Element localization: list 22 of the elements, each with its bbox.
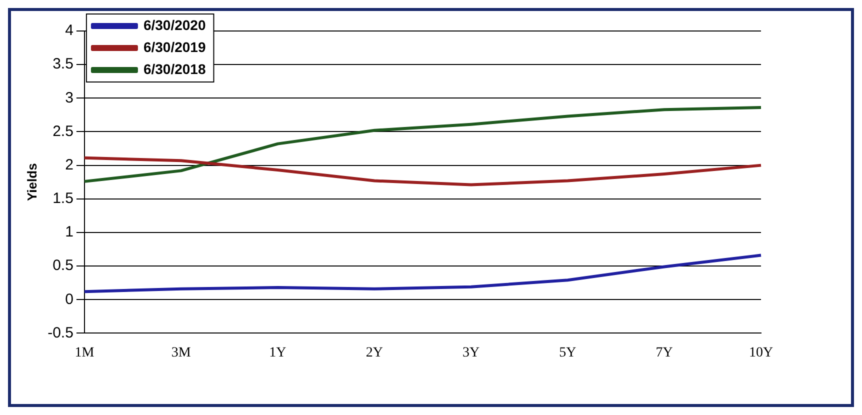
y-tick-label: 4 bbox=[65, 22, 74, 40]
x-tick-label: 2Y bbox=[366, 345, 383, 360]
y-tick-label: 2 bbox=[65, 156, 74, 174]
x-tick-label: 3M bbox=[171, 345, 192, 360]
y-tick-label: 1 bbox=[65, 224, 74, 241]
y-tick-label: 1.5 bbox=[52, 190, 74, 208]
x-tick-label: 5Y bbox=[559, 345, 576, 360]
y-tick-label: 0 bbox=[65, 290, 74, 308]
legend-label: 6/30/2019 bbox=[143, 38, 206, 55]
y-tick-label: 3.5 bbox=[52, 56, 74, 73]
x-tick-label: 3Y bbox=[462, 345, 480, 360]
y-tick-label: 3 bbox=[65, 89, 74, 106]
y-tick-label: -0.5 bbox=[48, 324, 74, 342]
x-tick-label: 7Y bbox=[656, 345, 673, 360]
y-axis-title: Yields bbox=[24, 163, 40, 202]
x-tick-label: 1M bbox=[74, 345, 95, 360]
y-tick-label: 0.5 bbox=[52, 257, 74, 274]
y-tick-label: 2.5 bbox=[52, 122, 74, 140]
x-tick-label: 1Y bbox=[269, 345, 286, 360]
x-tick-label: 10Y bbox=[748, 345, 774, 360]
legend-label: 6/30/2018 bbox=[143, 60, 206, 77]
legend-label: 6/30/2020 bbox=[143, 16, 206, 33]
